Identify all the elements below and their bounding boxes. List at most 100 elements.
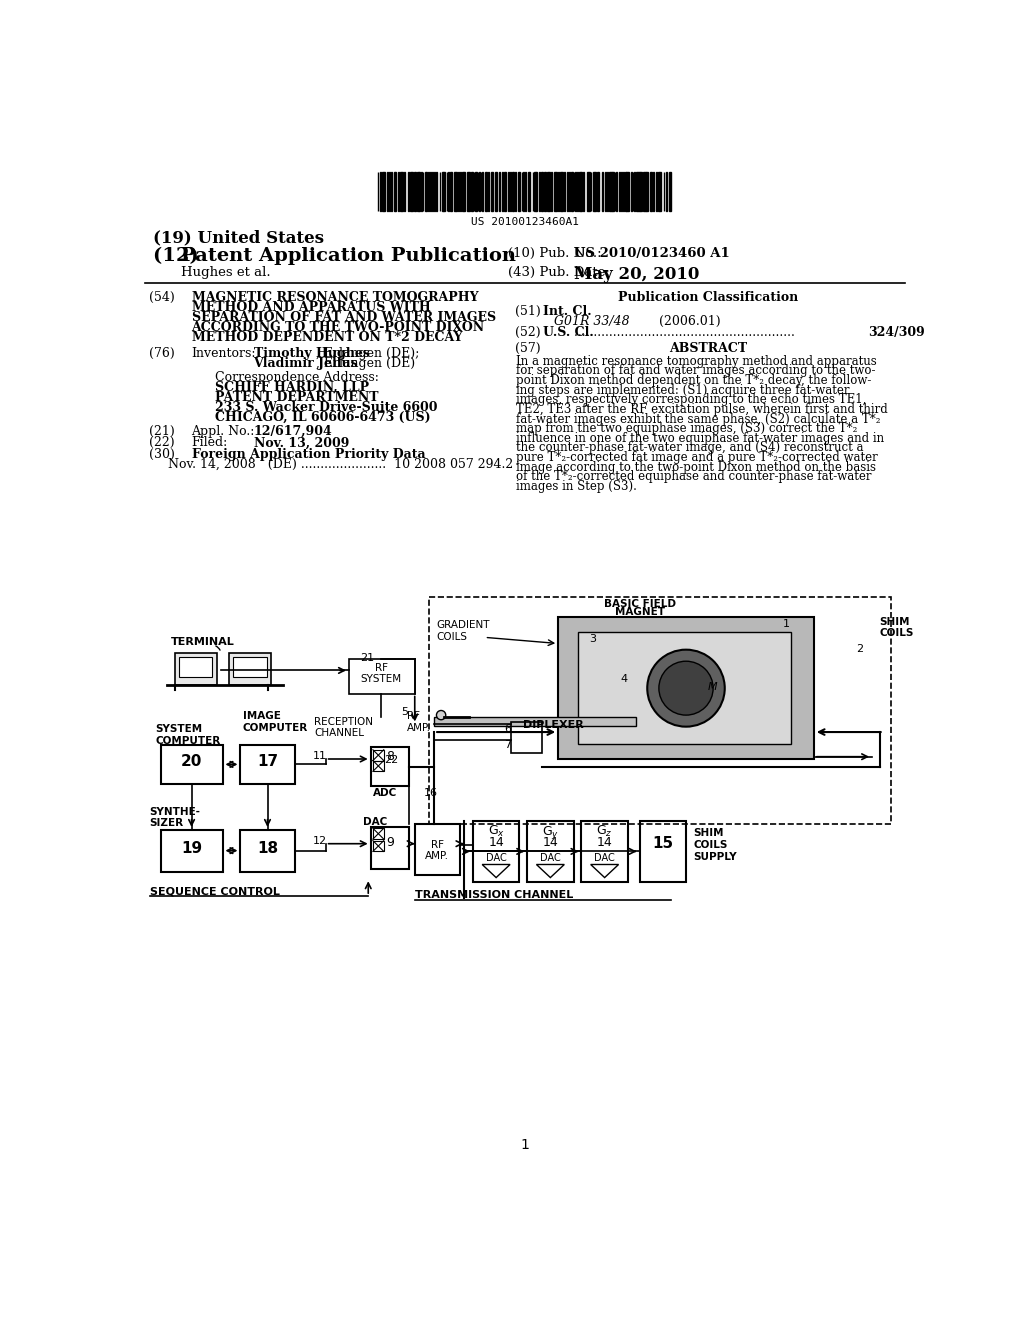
Text: In a magnetic resonance tomography method and apparatus: In a magnetic resonance tomography metho…	[515, 355, 877, 368]
Text: GRADIENT
COILS: GRADIENT COILS	[436, 620, 489, 642]
Text: May 20, 2010: May 20, 2010	[573, 267, 699, 284]
Text: SHIM
COILS: SHIM COILS	[880, 616, 914, 638]
Text: 12/617,904: 12/617,904	[254, 425, 333, 438]
Text: DAC: DAC	[594, 853, 615, 863]
Text: MAGNETIC RESONANCE TOMOGRAPHY: MAGNETIC RESONANCE TOMOGRAPHY	[191, 290, 478, 304]
Text: Correspondence Address:: Correspondence Address:	[215, 371, 379, 384]
Text: G$_y$: G$_y$	[542, 824, 559, 841]
Bar	[161, 744, 222, 784]
Text: 19: 19	[181, 841, 202, 855]
Text: (2006.01): (2006.01)	[658, 314, 721, 327]
Bar	[593, 172, 596, 211]
Text: 7: 7	[504, 739, 511, 750]
Text: 17: 17	[257, 754, 279, 768]
Bar	[241, 744, 295, 784]
Text: for separation of fat and water images according to the two-: for separation of fat and water images a…	[515, 364, 874, 378]
Bar	[371, 747, 410, 785]
Circle shape	[647, 649, 725, 726]
Text: 9: 9	[386, 836, 394, 849]
Bar	[528, 172, 530, 211]
Text: G$_z$: G$_z$	[596, 824, 613, 838]
Bar	[373, 829, 384, 840]
Bar	[432, 172, 433, 211]
Text: CHICAGO, IL 60606-6473 (US): CHICAGO, IL 60606-6473 (US)	[215, 411, 430, 424]
Text: SEPARATION OF FAT AND WATER IMAGES: SEPARATION OF FAT AND WATER IMAGES	[191, 312, 496, 323]
Text: SHIM
COILS
SUPPLY: SHIM COILS SUPPLY	[693, 829, 737, 862]
Bar	[518, 172, 520, 211]
Bar	[515, 172, 516, 211]
Text: G01R 33/48: G01R 33/48	[554, 314, 630, 327]
Text: Publication Classification: Publication Classification	[617, 290, 799, 304]
Bar	[161, 830, 222, 873]
Bar	[467, 172, 470, 211]
Text: RF
AMP.: RF AMP.	[407, 711, 431, 733]
Text: Int. Cl.: Int. Cl.	[543, 305, 591, 318]
Text: US 2010/0123460 A1: US 2010/0123460 A1	[573, 247, 729, 260]
Bar	[650, 172, 652, 211]
Text: (43) Pub. Date:: (43) Pub. Date:	[508, 267, 609, 280]
Bar	[410, 172, 414, 211]
Text: Nov. 13, 2009: Nov. 13, 2009	[254, 437, 349, 449]
Bar	[587, 172, 590, 211]
Bar	[608, 172, 611, 211]
Text: TERMINAL: TERMINAL	[171, 638, 234, 647]
Bar	[570, 172, 572, 211]
Text: Foreign Application Priority Data: Foreign Application Priority Data	[191, 447, 425, 461]
Bar	[655, 172, 657, 211]
Text: SYSTEM
COMPUTER: SYSTEM COMPUTER	[155, 725, 220, 746]
Text: fat-water images exhibit the same phase, (S2) calculate a T*₂: fat-water images exhibit the same phase,…	[515, 412, 880, 425]
Text: (52): (52)	[515, 326, 541, 339]
Text: MAGNET: MAGNET	[614, 607, 665, 618]
Bar	[415, 825, 460, 875]
Bar	[434, 717, 636, 726]
Text: (19) United States: (19) United States	[153, 230, 324, 247]
Text: ABSTRACT: ABSTRACT	[669, 342, 748, 355]
Bar	[524, 172, 526, 211]
Bar	[511, 722, 542, 752]
Text: 2: 2	[856, 644, 863, 653]
Bar	[652, 172, 654, 211]
Bar	[547, 172, 550, 211]
Text: DIPLEXER: DIPLEXER	[523, 721, 584, 730]
Text: (51): (51)	[515, 305, 542, 318]
Text: point Dixon method dependent on the T*₂ decay, the follow-: point Dixon method dependent on the T*₂ …	[515, 374, 870, 387]
Text: , Erlangen (DE);: , Erlangen (DE);	[315, 347, 419, 360]
Bar	[371, 826, 410, 869]
Bar	[582, 821, 628, 882]
Text: BASIC FIELD: BASIC FIELD	[603, 599, 676, 609]
Bar	[658, 172, 662, 211]
Text: 15: 15	[652, 836, 674, 851]
Bar	[471, 172, 473, 211]
Bar	[544, 172, 546, 211]
Text: 20: 20	[181, 754, 202, 768]
Text: Vladimir Jellus: Vladimir Jellus	[254, 358, 358, 370]
Text: IMAGE
COMPUTER: IMAGE COMPUTER	[243, 711, 308, 733]
Bar	[535, 172, 536, 211]
Text: 1: 1	[520, 1138, 529, 1151]
Text: (21): (21)	[148, 425, 175, 438]
Bar	[475, 172, 477, 211]
Bar	[566, 172, 568, 211]
Text: (12): (12)	[153, 247, 205, 265]
Bar	[640, 172, 642, 211]
Text: image according to the two-point Dixon method on the basis: image according to the two-point Dixon m…	[515, 461, 876, 474]
Text: RF
AMP.: RF AMP.	[425, 840, 450, 862]
Text: 11: 11	[312, 751, 327, 762]
Text: .........................................................: ........................................…	[569, 326, 799, 339]
Text: PATENT DEPARTMENT: PATENT DEPARTMENT	[215, 391, 378, 404]
Bar	[636, 172, 640, 211]
Text: 4: 4	[621, 675, 628, 684]
Text: SEQUENCE CONTROL: SEQUENCE CONTROL	[150, 886, 280, 896]
Text: Patent Application Publication: Patent Application Publication	[180, 247, 516, 265]
Text: the counter-phase fat-water image, and (S4) reconstruct a: the counter-phase fat-water image, and (…	[515, 441, 863, 454]
Bar	[417, 172, 419, 211]
Bar	[597, 172, 599, 211]
Bar	[527, 821, 573, 882]
Text: DAC: DAC	[485, 853, 507, 863]
Bar	[490, 172, 493, 211]
Bar	[349, 659, 415, 693]
Text: (22): (22)	[148, 437, 174, 449]
Text: SYNTHE-
SIZER: SYNTHE- SIZER	[150, 807, 201, 829]
Text: G$_x$: G$_x$	[487, 824, 505, 838]
Bar	[495, 172, 497, 211]
